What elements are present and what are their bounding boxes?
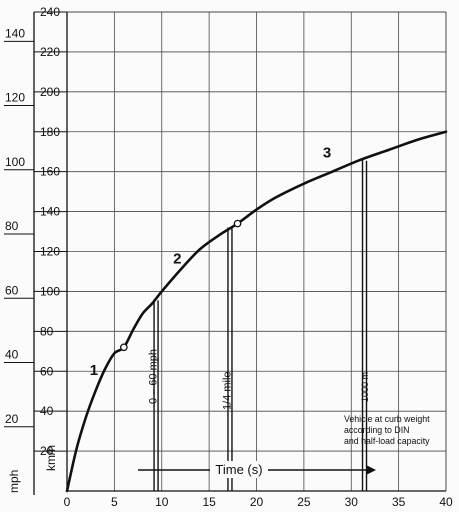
speed-curve [65,130,448,493]
left-axis-tick-label-5: 120 [5,91,25,105]
time-arrow-head [366,465,376,475]
reference-label-1000m: 1000 m [360,372,370,402]
reference-label-0-60-mph: 0 – 60 mph [148,349,160,404]
right-axis-tick-label-5: 120 [40,245,60,259]
x-tick-label-4: 20 [250,495,264,509]
time-label-background [210,461,268,478]
x-tick-label-5: 25 [297,495,311,509]
left-axis-tick-label-6: 140 [5,26,25,40]
right-axis-tick-label-3: 80 [40,324,54,338]
left-axis-tick-label-3: 80 [5,219,19,233]
segment-label-3: 3 [323,145,331,162]
x-tick-label-2: 10 [155,495,169,509]
right-axis-tick-label-0: 20 [40,444,54,458]
x-tick-label-1: 5 [111,495,118,509]
right-axis-tick-label-2: 60 [40,364,54,378]
left-axis-tick-label-0: 20 [5,412,19,426]
right-axis-tick-label-1: 40 [40,404,54,418]
x-tick-label-8: 40 [439,495,453,509]
x-axis-title: Time (s) [215,462,262,477]
curve-marker-1 [233,219,242,228]
reference-layer [153,159,368,491]
curve-marker-0 [120,343,128,352]
right-axis-tick-label-7: 160 [40,165,60,179]
marker-layer [120,219,242,352]
left-axis-tick-label-2: 60 [5,283,19,297]
right-axis-tick-label-10: 220 [40,45,60,59]
x-tick-label-3: 15 [202,495,216,509]
x-tick-label-6: 30 [345,495,359,509]
right-axis-tick-label-6: 140 [40,205,60,219]
right-axis-tick-label-4: 100 [40,284,60,298]
left-axis-unit-label: mph [7,470,21,493]
x-tick-label-0: 0 [64,495,71,509]
segment-label-2: 2 [173,250,181,267]
x-tick-label-7: 35 [392,495,406,509]
right-axis-unit-label: km/h [44,445,58,471]
right-axis-tick-label-8: 180 [40,125,60,139]
note-line-0: Vehicle at curb weight [344,414,430,424]
left-axis-tick-label-1: 40 [5,348,19,362]
right-axis-tick-label-11: 240 [40,5,60,19]
segment-label-1: 1 [90,362,98,379]
note-line-1: according to DIN [344,425,410,435]
left-axis-tick-label-4: 100 [5,155,25,169]
right-axis-tick-label-9: 200 [40,85,60,99]
reference-label-quarter-mile: 1/4 mile [221,371,233,410]
ticks-layer: 0 5 10 15 20 25 30 35 40204060801001201401601802… [4,5,453,509]
note-line-2: and half-load capacity [344,436,430,446]
